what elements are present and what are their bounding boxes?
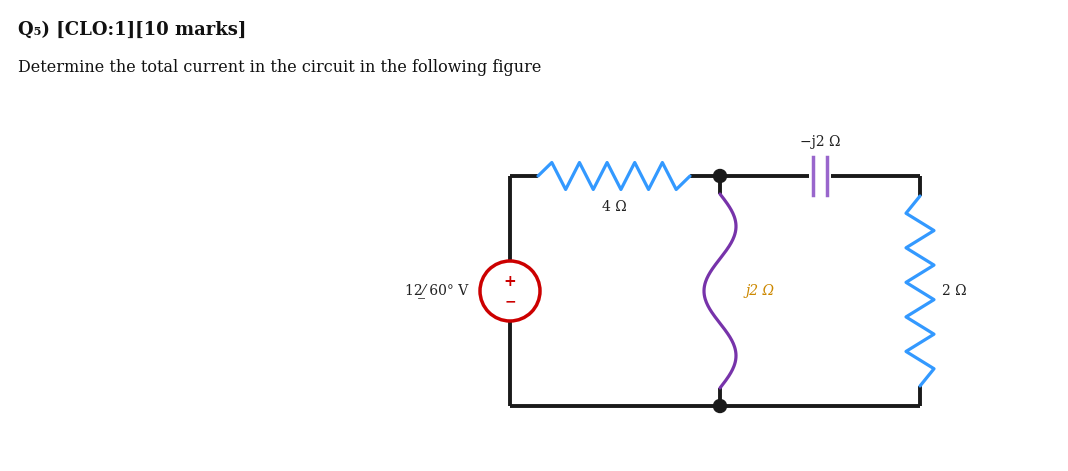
Text: j2 Ω: j2 Ω [747, 284, 775, 298]
Text: Determine the total current in the circuit in the following figure: Determine the total current in the circu… [18, 59, 541, 76]
Text: −: − [504, 294, 516, 309]
Text: 2 Ω: 2 Ω [942, 284, 967, 298]
Text: 4 Ω: 4 Ω [601, 200, 626, 214]
Text: Q₅) [CLO:1][10 marks]: Q₅) [CLO:1][10 marks] [18, 21, 247, 39]
Text: 12⁄̲ 60° V: 12⁄̲ 60° V [405, 284, 468, 299]
Circle shape [713, 399, 726, 413]
Text: +: + [504, 274, 516, 289]
Text: −j2 Ω: −j2 Ω [800, 135, 841, 149]
Circle shape [713, 170, 726, 182]
